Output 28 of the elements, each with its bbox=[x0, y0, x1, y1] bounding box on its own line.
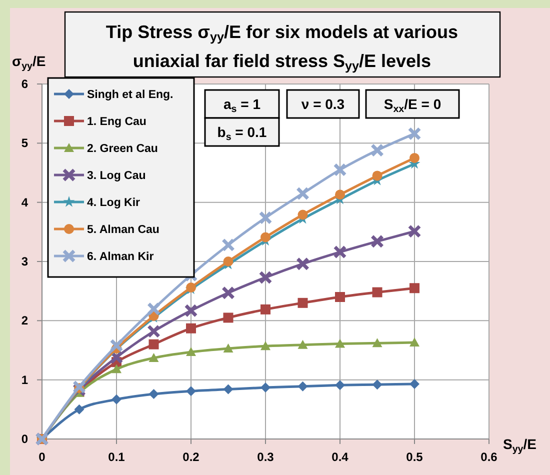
x-tick-label: 0.4 bbox=[332, 450, 349, 464]
y-tick-label: 4 bbox=[21, 195, 28, 210]
x-tick-label: 0.3 bbox=[257, 450, 274, 464]
y-axis-title: σ$_{yy}$/E bbox=[12, 53, 46, 72]
annotation: ν = 0.3 bbox=[301, 96, 345, 112]
y-tick-label: 3 bbox=[21, 254, 28, 268]
annotation: S$_{xx}$/E = 0 bbox=[384, 96, 442, 114]
legend-label: 3. Log Cau bbox=[87, 170, 146, 182]
legend-label: 5. Alman Cau bbox=[87, 224, 160, 236]
annotation: b$_{s}$ = 0.1 bbox=[217, 124, 267, 142]
x-tick-label: 0.1 bbox=[108, 450, 126, 464]
y-tick-label: 2 bbox=[21, 314, 28, 328]
y-tick-label: 0 bbox=[21, 432, 28, 446]
y-tick-label: 5 bbox=[21, 136, 28, 150]
y-tick-label: 1 bbox=[21, 372, 28, 387]
annotation: a$_{s}$ = 1 bbox=[224, 96, 261, 114]
legend-label: 2. Green Cau bbox=[87, 143, 158, 155]
legend-label: 4. Log Kir bbox=[87, 197, 141, 209]
legend-label: Singh et al Eng. bbox=[87, 89, 174, 101]
x-tick-label: 0.6 bbox=[480, 450, 498, 464]
y-tick-label: 6 bbox=[21, 77, 28, 91]
x-tick-label: 0.5 bbox=[406, 450, 424, 464]
x-tick-label: 0.2 bbox=[182, 450, 200, 464]
chart-title: Tip Stress σ$_{yy}$/E for six models at various uniaxial far field stress S$_{yy}$/E levels bbox=[106, 22, 458, 74]
x-tick-label: 0 bbox=[38, 450, 46, 464]
x-axis-title: S$_{yy}$/E bbox=[503, 436, 536, 454]
legend-label: 6. Alman Kir bbox=[87, 251, 154, 263]
legend-label: 1. Eng Cau bbox=[87, 116, 146, 128]
